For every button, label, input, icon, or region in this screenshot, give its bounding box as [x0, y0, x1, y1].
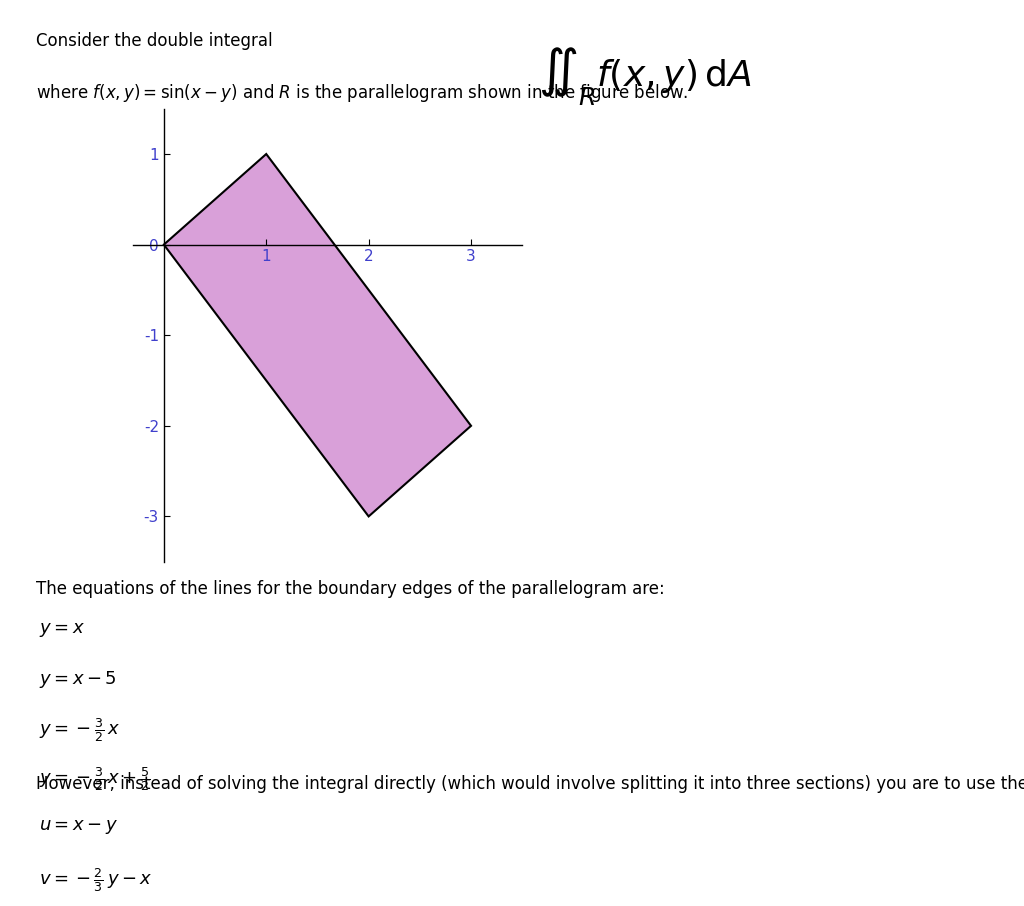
- Text: $y = -\frac{3}{2}\, x + \frac{5}{2}$: $y = -\frac{3}{2}\, x + \frac{5}{2}$: [39, 765, 151, 793]
- Text: $y = x$: $y = x$: [39, 621, 85, 639]
- Text: However, instead of solving the integral directly (which would involve splitting: However, instead of solving the integral…: [36, 775, 1024, 793]
- Text: $y = x - 5$: $y = x - 5$: [39, 669, 117, 689]
- Text: $v = -\frac{2}{3}\, y - x$: $v = -\frac{2}{3}\, y - x$: [39, 866, 153, 894]
- Text: $\iint_R f(x,y)\,\mathrm{d}A$: $\iint_R f(x,y)\,\mathrm{d}A$: [539, 45, 752, 107]
- Text: $u = x - y$: $u = x - y$: [39, 818, 118, 836]
- Text: where $f(x, y) = \sin(x - y)$ and $R$ is the parallelogram shown in the figure b: where $f(x, y) = \sin(x - y)$ and $R$ is…: [36, 82, 688, 103]
- Text: $y = -\frac{3}{2}\, x$: $y = -\frac{3}{2}\, x$: [39, 717, 120, 745]
- Text: Consider the double integral: Consider the double integral: [36, 32, 272, 50]
- Text: The equations of the lines for the boundary edges of the parallelogram are:: The equations of the lines for the bound…: [36, 580, 665, 598]
- Polygon shape: [164, 154, 471, 516]
